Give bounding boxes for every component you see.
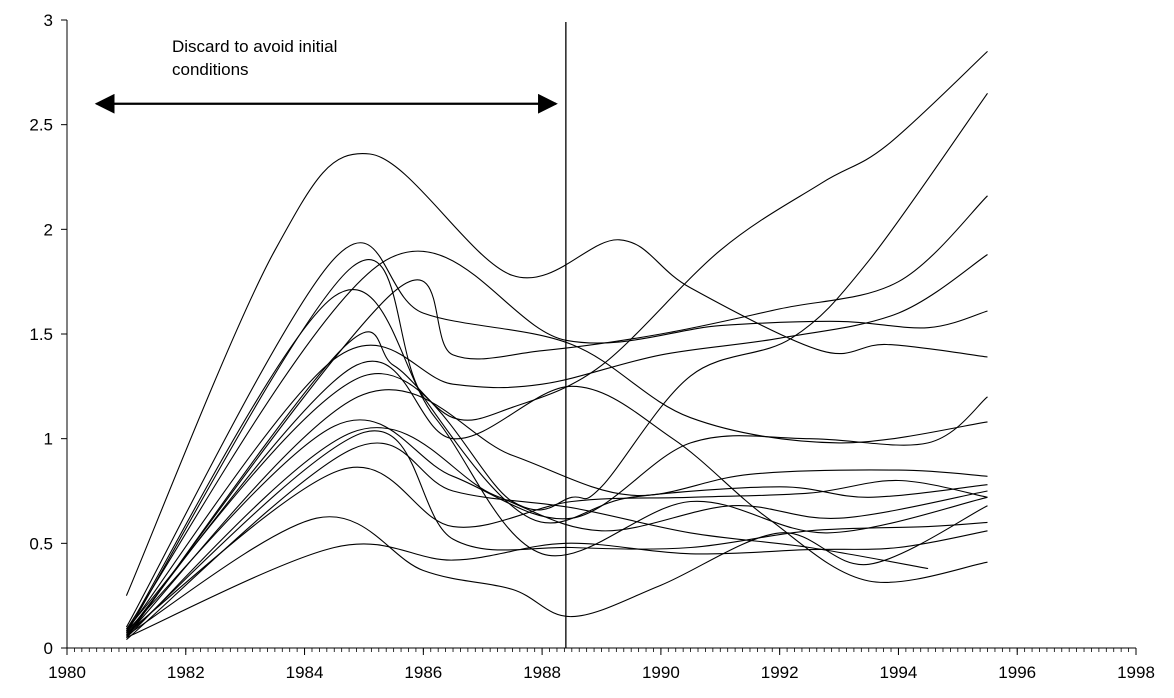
series-line-11 bbox=[126, 389, 988, 636]
x-tick-label: 1992 bbox=[761, 663, 799, 682]
series-line-6 bbox=[125, 195, 988, 636]
series-line-2 bbox=[125, 242, 988, 628]
series-line-17 bbox=[126, 530, 988, 639]
series-line-10 bbox=[125, 92, 988, 630]
series-line-3 bbox=[125, 250, 988, 630]
series-line-16 bbox=[126, 505, 988, 636]
y-tick-label: 0 bbox=[44, 639, 53, 658]
x-tick-label: 1986 bbox=[404, 663, 442, 682]
series-line-18 bbox=[126, 430, 988, 636]
annotation-text-line-2: conditions bbox=[172, 60, 249, 79]
x-tick-label: 1994 bbox=[880, 663, 918, 682]
x-tick-label: 1988 bbox=[523, 663, 561, 682]
series-line-4 bbox=[125, 259, 988, 634]
x-tick-label: 1980 bbox=[48, 663, 86, 682]
series-line-12 bbox=[126, 396, 988, 632]
y-tick-label: 2.5 bbox=[29, 116, 53, 135]
x-tick-label: 1990 bbox=[642, 663, 680, 682]
series-line-13 bbox=[126, 427, 988, 638]
series-line-15 bbox=[126, 466, 988, 634]
series-layer bbox=[125, 50, 988, 641]
y-tick-label: 1.5 bbox=[29, 325, 53, 344]
series-line-7 bbox=[125, 50, 988, 638]
annotation-text-line-1: Discard to avoid initial bbox=[172, 37, 337, 56]
y-tick-label: 1 bbox=[44, 430, 53, 449]
x-tick-label: 1982 bbox=[167, 663, 205, 682]
x-tick-label: 1996 bbox=[998, 663, 1036, 682]
y-tick-label: 3 bbox=[44, 11, 53, 30]
y-tick-label: 0.5 bbox=[29, 534, 53, 553]
series-line-8 bbox=[125, 254, 988, 632]
series-line-14 bbox=[126, 442, 929, 641]
x-tick-label: 1984 bbox=[286, 663, 324, 682]
series-line-1 bbox=[125, 153, 988, 596]
series-line-5 bbox=[125, 288, 988, 632]
annotation: Discard to avoid initial conditions bbox=[94, 37, 558, 114]
y-tick-label: 2 bbox=[44, 220, 53, 239]
axes: 0 0.5 1 1.5 2 2.5 3 1980 1982 1984 1986 1988 1990 199… bbox=[29, 11, 1155, 682]
x-tick-label: 1998 bbox=[1117, 663, 1155, 682]
series-line-9 bbox=[125, 360, 988, 634]
